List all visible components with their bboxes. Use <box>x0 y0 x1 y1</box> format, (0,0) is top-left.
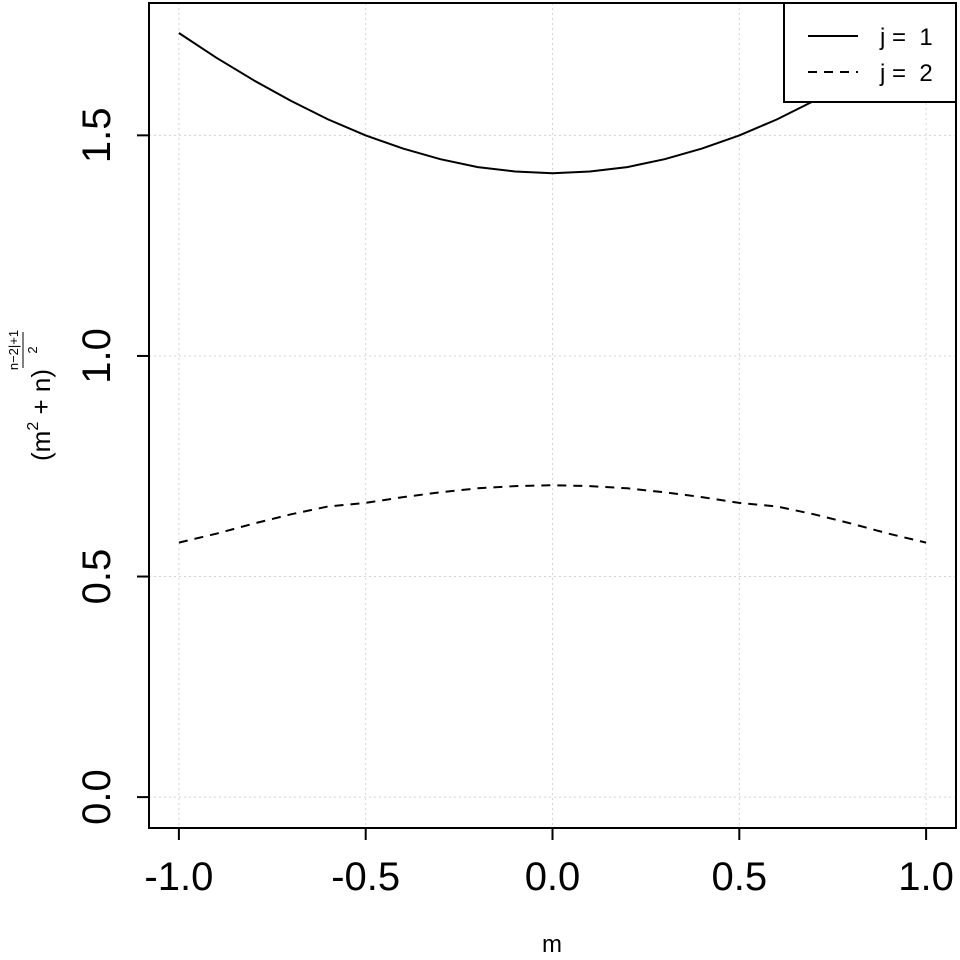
y-axis-title-exp-den: 2 <box>25 346 40 353</box>
y-tick-label-0: 0.0 <box>75 769 119 825</box>
legend-label-j1: j = 1 <box>879 24 933 51</box>
x-tick-label-3: 0.5 <box>712 855 768 899</box>
x-tick-label-4: 1.0 <box>898 855 954 899</box>
legend-box <box>783 2 957 103</box>
svg-text:(m2 + n): (m2 + n) <box>25 369 56 461</box>
y-axis-title-square: 2 <box>25 422 42 431</box>
y-tick-label-2: 1.0 <box>75 328 119 384</box>
y-tick-label-3: 1.5 <box>75 108 119 164</box>
series-layer <box>178 32 927 544</box>
series-line-j1 <box>178 32 927 175</box>
y-axis-title-exp-num: n−2|+1 <box>6 330 21 370</box>
x-tick-label-0: -1.0 <box>144 855 213 899</box>
y-axis-title-mid: + n) <box>26 369 56 422</box>
y-tick-label-1: 0.5 <box>75 549 119 605</box>
x-axis-title: m <box>542 931 562 958</box>
x-tick-label-2: 0.0 <box>525 855 581 899</box>
y-axis-title-base: (m <box>26 431 56 461</box>
legend: j = 1 j = 2 <box>783 2 957 103</box>
grid <box>149 3 956 828</box>
axes: -1.0 -0.5 0.0 0.5 1.0 0.0 0.5 1.0 1.5 <box>75 108 954 899</box>
legend-label-j2: j = 2 <box>879 60 933 87</box>
y-axis-title: (m2 + n) n−2|+1 2 <box>6 330 56 461</box>
series-line-j2 <box>178 484 927 544</box>
x-tick-label-1: -0.5 <box>331 855 400 899</box>
